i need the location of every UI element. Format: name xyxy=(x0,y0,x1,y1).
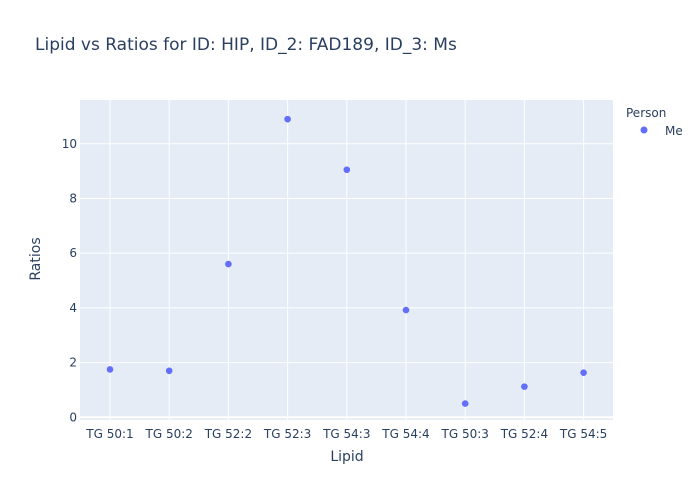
data-point[interactable] xyxy=(225,260,232,268)
data-points xyxy=(106,115,587,407)
x-tick-label: TG 52:3 xyxy=(263,427,311,441)
y-tick-label: 8 xyxy=(69,191,77,205)
x-tick-label: TG 52:4 xyxy=(500,427,548,441)
y-tick-label: 10 xyxy=(62,137,77,151)
x-axis-ticks: TG 50:1 TG 50:2 TG 52:2 TG 52:3 TG 54:3 TG 54… xyxy=(85,427,607,441)
grid xyxy=(80,100,613,420)
x-tick-label: TG 50:3 xyxy=(441,427,489,441)
data-point[interactable] xyxy=(343,166,351,174)
data-point[interactable] xyxy=(580,369,587,376)
x-tick-label: TG 54:5 xyxy=(559,427,607,441)
data-point[interactable] xyxy=(284,115,291,123)
x-tick-label: TG 54:3 xyxy=(322,427,370,441)
y-tick-label: 2 xyxy=(69,356,77,370)
chart-title: Lipid vs Ratios for ID: HIP, ID_2: FAD18… xyxy=(35,35,457,55)
legend[interactable]: Person Me xyxy=(626,106,683,138)
legend-title: Person xyxy=(626,106,666,120)
x-tick-label: TG 50:1 xyxy=(85,427,133,441)
legend-marker xyxy=(640,126,648,134)
x-tick-label: TG 50:2 xyxy=(145,427,193,441)
y-axis-title: Ratios xyxy=(28,237,44,280)
data-point[interactable] xyxy=(165,367,173,375)
data-point[interactable] xyxy=(106,366,114,373)
y-tick-label: 4 xyxy=(69,301,77,315)
y-tick-label: 6 xyxy=(69,246,77,260)
data-point[interactable] xyxy=(461,400,469,407)
y-axis-ticks: 0 2 4 6 8 10 xyxy=(62,137,77,425)
y-tick-label: 0 xyxy=(69,410,77,424)
x-tick-label: TG 52:2 xyxy=(204,427,252,441)
x-tick-label: TG 54:4 xyxy=(381,427,429,441)
data-point[interactable] xyxy=(402,306,410,314)
x-axis-title: Lipid xyxy=(330,449,363,465)
data-point[interactable] xyxy=(521,383,528,390)
legend-item-label[interactable]: Me xyxy=(665,124,683,138)
